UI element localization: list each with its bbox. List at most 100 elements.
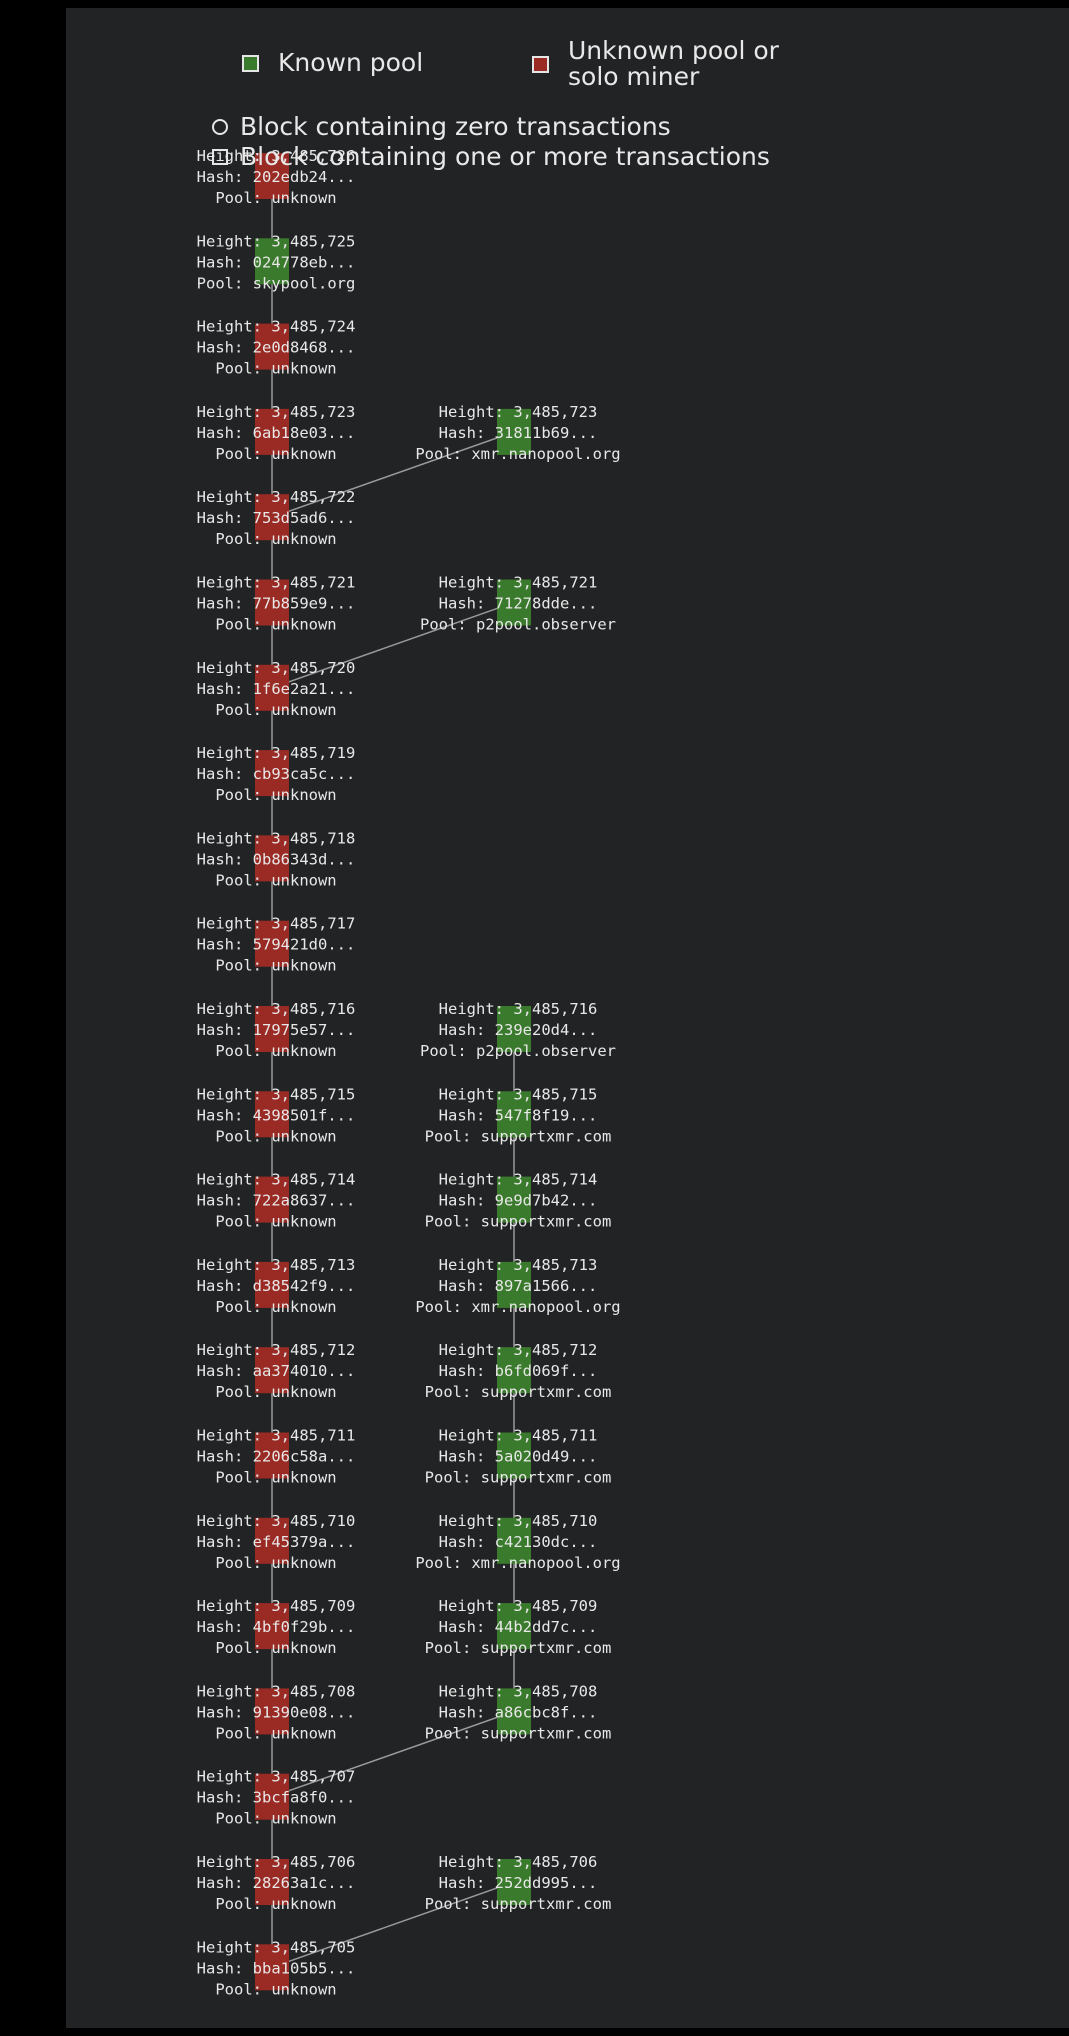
main-block-pool: Pool: unknown — [215, 1810, 336, 1828]
legend-zero-tx-label: Block containing zero transactions — [240, 112, 671, 141]
main-block-hash: Hash: 1f6e2a21... — [197, 680, 356, 698]
main-block-hash: Hash: 722a8637... — [197, 1192, 356, 1210]
main-block-square — [255, 1517, 289, 1564]
main-block-pool: Pool: unknown — [215, 1213, 336, 1231]
side-block-pool: Pool: p2pool.observer — [420, 616, 616, 634]
legend-unknown-line-2: solo miner — [568, 62, 700, 91]
main-block-square — [255, 1432, 289, 1479]
main-block-hash: Hash: cb93ca5c... — [197, 765, 356, 783]
main-block-hash: Hash: 2206c58a... — [197, 1448, 356, 1466]
main-block-square — [255, 1603, 289, 1650]
main-block-pool: Pool: unknown — [215, 1127, 336, 1145]
side-block-pool: Pool: supportxmr.com — [425, 1469, 612, 1487]
main-block-hash: Hash: bba105b5... — [197, 1959, 356, 1977]
main-block-height: Height: 3,485,725 — [197, 232, 356, 250]
side-block-height: Height: 3,485,714 — [439, 1171, 598, 1189]
main-block-height: Height: 3,485,720 — [197, 659, 356, 677]
side-block-height: Height: 3,485,710 — [439, 1512, 598, 1530]
main-block-square — [255, 408, 289, 455]
main-block-square — [255, 1347, 289, 1394]
side-chain-edge — [271, 1881, 515, 1969]
main-block-hash: Hash: 0b86343d... — [197, 850, 356, 868]
main-block-height: Height: 3,485,715 — [197, 1085, 356, 1103]
side-block-square — [497, 1006, 531, 1052]
legend-one-or-more-tx-label: Block containing one or more transaction… — [240, 142, 770, 171]
legend-known-pool: Known pool — [242, 50, 423, 76]
side-block-hash: Hash: c42130dc... — [439, 1533, 598, 1551]
main-block-pool: Pool: unknown — [215, 1469, 336, 1487]
main-block-height: Height: 3,485,706 — [197, 1853, 356, 1871]
circle-icon — [212, 119, 228, 135]
side-block-square — [497, 1859, 531, 1905]
chain-blocks — [255, 153, 531, 1991]
legend-known-swatch — [242, 54, 259, 72]
side-block-square — [497, 1603, 531, 1650]
main-block-pool: Pool: unknown — [215, 530, 336, 548]
side-block-hash: Hash: 239e20d4... — [439, 1021, 598, 1039]
main-block-height: Height: 3,485,719 — [197, 744, 356, 762]
side-block-pool: Pool: supportxmr.com — [425, 1127, 612, 1145]
main-block-hash: Hash: 753d5ad6... — [197, 509, 356, 527]
main-block-pool: Pool: unknown — [215, 360, 336, 378]
main-block-square — [255, 664, 289, 711]
side-chain-edge — [271, 431, 515, 518]
side-block-hash: Hash: 547f8f19... — [439, 1106, 598, 1124]
main-block-height: Height: 3,485,717 — [197, 915, 356, 933]
side-block-square — [497, 1176, 531, 1223]
main-block-height: Height: 3,485,710 — [197, 1512, 356, 1530]
side-block-height: Height: 3,485,706 — [439, 1853, 598, 1871]
main-block-hash: Hash: ef45379a... — [197, 1533, 356, 1551]
main-block-square — [255, 1006, 289, 1052]
chain-labels: Height: 3,485,726 Hash: 202edb24... Pool: … — [197, 147, 621, 1998]
main-block-hash: Hash: 91390e08... — [197, 1703, 356, 1721]
side-block-height: Height: 3,485,715 — [439, 1085, 598, 1103]
main-block-pool: Pool: unknown — [215, 701, 336, 719]
side-block-height: Height: 3,485,723 — [439, 403, 598, 421]
side-block-square — [497, 1091, 531, 1138]
side-block-square — [497, 408, 531, 455]
side-chain-edge — [271, 1710, 515, 1798]
side-block-hash: Hash: 9e9d7b42... — [439, 1192, 598, 1210]
side-block-pool: Pool: supportxmr.com — [425, 1639, 612, 1657]
square-icon — [212, 149, 228, 165]
side-block-square — [497, 1432, 531, 1479]
main-block-pool: Pool: unknown — [215, 871, 336, 889]
side-block-height: Height: 3,485,713 — [439, 1256, 598, 1274]
main-block-height: Height: 3,485,713 — [197, 1256, 356, 1274]
side-block-hash: Hash: 71278dde... — [439, 595, 598, 613]
side-block-height: Height: 3,485,721 — [439, 574, 598, 592]
main-block-pool: Pool: unknown — [215, 1298, 336, 1316]
side-block-height: Height: 3,485,711 — [439, 1427, 598, 1445]
side-block-pool: Pool: p2pool.observer — [420, 1042, 616, 1060]
side-block-square — [497, 1347, 531, 1394]
side-block-hash: Hash: 252dd995... — [439, 1874, 598, 1892]
main-block-hash: Hash: 579421d0... — [197, 936, 356, 954]
block-chain-graph: Height: 3,485,726 Hash: 202edb24... Pool: … — [197, 147, 621, 1998]
main-block-height: Height: 3,485,726 — [197, 147, 356, 165]
main-block-pool: Pool: skypool.org — [197, 274, 356, 292]
main-block-pool: Pool: unknown — [215, 1980, 336, 1998]
main-block-square — [255, 1944, 289, 1991]
main-block-hash: Hash: 77b859e9... — [197, 595, 356, 613]
side-block-pool: Pool: supportxmr.com — [425, 1383, 612, 1401]
side-block-hash: Hash: b6fd069f... — [439, 1362, 598, 1380]
main-block-square — [255, 153, 289, 199]
main-block-height: Height: 3,485,716 — [197, 1000, 356, 1018]
main-block-hash: Hash: 17975e57... — [197, 1021, 356, 1039]
side-block-pool: Pool: supportxmr.com — [425, 1895, 612, 1913]
main-block-hash: Hash: 4398501f... — [197, 1106, 356, 1124]
legend-unknown-line-1: Unknown pool or — [568, 36, 779, 65]
side-block-square — [497, 1261, 531, 1308]
main-block-hash: Hash: 3bcfa8f0... — [197, 1789, 356, 1807]
legend-zero-tx: Block containing zero transactions — [212, 112, 912, 142]
main-block-hash: Hash: 024778eb... — [197, 253, 356, 271]
main-block-square — [255, 835, 289, 882]
side-block-square — [497, 1517, 531, 1564]
main-block-square — [255, 238, 289, 285]
main-block-hash: Hash: 4bf0f29b... — [197, 1618, 356, 1636]
main-block-square — [255, 494, 289, 541]
chain-graph-panel: Height: 3,485,726 Hash: 202edb24... Pool: … — [66, 8, 1069, 2028]
side-block-pool: Pool: xmr.nanopool.org — [415, 445, 620, 463]
main-block-height: Height: 3,485,724 — [197, 318, 356, 336]
side-block-square — [497, 1688, 531, 1735]
